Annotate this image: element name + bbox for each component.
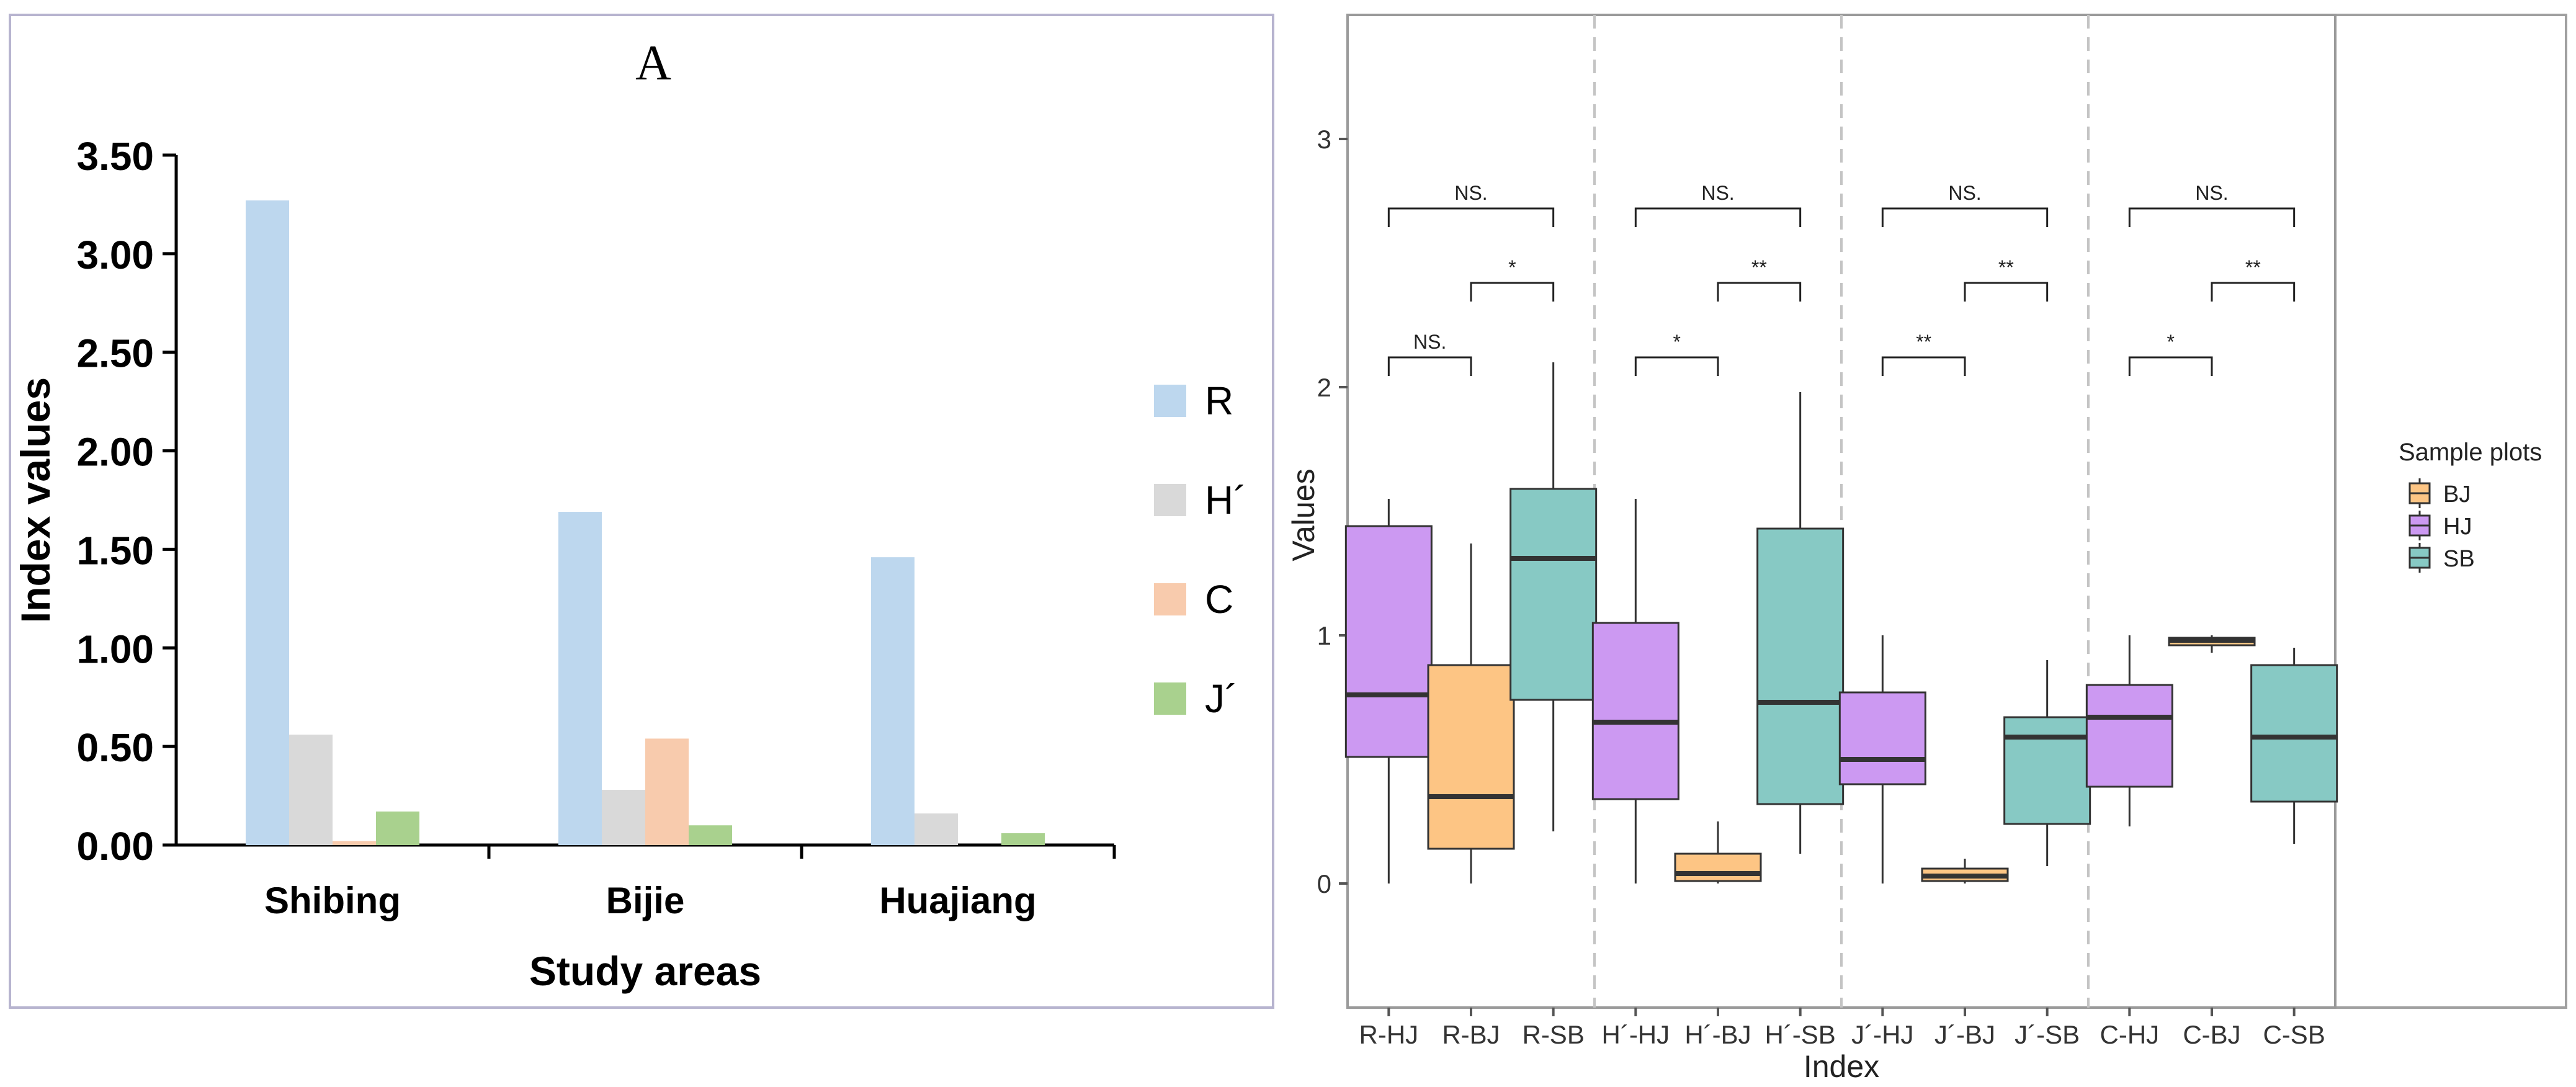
x-tick-label: H´-HJ <box>1602 1020 1670 1049</box>
significance-bracket <box>1881 207 2049 227</box>
legend-title: Sample plots <box>2399 439 2542 466</box>
x-category-label: Shibing <box>264 880 401 921</box>
y-tick-label: 2.00 <box>76 430 154 475</box>
box-H´-BJ <box>1674 852 1762 882</box>
significance-label: ** <box>1916 331 1931 353</box>
bar-J´-Shibing <box>376 811 419 845</box>
significance-label: NS. <box>1413 331 1446 353</box>
x-tick-label: C-SB <box>2263 1020 2325 1049</box>
legend-swatch-J´ <box>1154 682 1186 715</box>
y-tick-label: 3.00 <box>76 233 154 277</box>
y-tick-label: 0.00 <box>76 824 154 869</box>
significance-bracket <box>1964 282 2049 302</box>
bar-J´-Huajiang <box>1001 833 1045 845</box>
y-tick-label: 2 <box>1317 373 1331 402</box>
x-tick-label: C-BJ <box>2183 1020 2240 1049</box>
y-tick-label: 2.50 <box>76 331 154 376</box>
x-tick-label: J´-HJ <box>1851 1020 1913 1049</box>
y-axis-title: Values <box>1286 468 1321 561</box>
bar-H´-Shibing <box>289 735 333 845</box>
legend-swatch-R <box>1154 385 1186 417</box>
x-tick-label: J´-BJ <box>1934 1020 1995 1049</box>
panel-a-frame <box>9 14 1274 1009</box>
significance-bracket <box>2128 356 2213 376</box>
significance-bracket <box>1881 356 1966 376</box>
significance-bracket <box>2128 207 2296 227</box>
significance-bracket <box>2211 282 2296 302</box>
y-tick-label: 0 <box>1317 869 1331 898</box>
x-tick-label: R-HJ <box>1359 1020 1419 1049</box>
significance-label: ** <box>1998 256 2014 279</box>
legend-label: C <box>1205 577 1233 622</box>
significance-bracket <box>1387 356 1472 376</box>
x-tick-label: C-HJ <box>2100 1020 2160 1049</box>
legend-label: H´ <box>1205 478 1247 522</box>
significance-label: NS. <box>1454 182 1487 204</box>
box-R-HJ <box>1344 525 1433 758</box>
panel-a-chart: 0.00 0.50 1.00 1.50 2.00 2.50 3.00 3.50 Shibing B… <box>12 134 1247 994</box>
x-tick-label: J´-SB <box>2015 1020 2080 1049</box>
box-J´-HJ <box>1838 691 1926 785</box>
y-tick-label: 1.50 <box>76 528 154 573</box>
bar-R-Bijie <box>558 512 602 845</box>
legend-label: HJ <box>2443 514 2472 540</box>
y-tick-label: 1.00 <box>76 627 154 671</box>
box-C-HJ <box>2085 684 2173 788</box>
x-axis-title: Study areas <box>529 948 761 994</box>
box-H´-HJ <box>1591 622 1679 800</box>
y-axis-title: Index values <box>12 377 58 623</box>
significance-bracket <box>1470 282 1555 302</box>
significance-bracket <box>1634 356 1719 376</box>
significance-label: * <box>1508 256 1516 279</box>
x-axis-title: Index <box>1804 1049 1879 1084</box>
bar-C-Shibing <box>333 841 376 845</box>
legend-label: J´ <box>1205 676 1238 721</box>
y-tick-label: 3 <box>1317 125 1331 154</box>
x-tick-label: R-SB <box>1522 1020 1584 1049</box>
legend-label: SB <box>2443 546 2475 572</box>
box-J´-SB <box>2003 716 2091 825</box>
bar-C-Bijie <box>645 738 689 845</box>
significance-bracket <box>1634 207 1802 227</box>
x-category-label: Bijie <box>606 880 685 921</box>
x-tick-label: R-BJ <box>1442 1020 1500 1049</box>
significance-label: ** <box>2245 256 2261 279</box>
legend-label: R <box>1205 378 1233 423</box>
x-tick-label: H´-SB <box>1764 1020 1835 1049</box>
x-category-label: Huajiang <box>879 880 1036 921</box>
bar-H´-Bijie <box>602 790 645 845</box>
significance-label: NS. <box>1701 182 1734 204</box>
significance-bracket <box>1387 207 1555 227</box>
bar-R-Shibing <box>246 200 289 846</box>
significance-bracket <box>1717 282 1802 302</box>
box-R-SB <box>1509 488 1598 701</box>
legend-swatch-H´ <box>1154 484 1186 516</box>
significance-label: * <box>1673 331 1680 353</box>
x-tick-label: H´-BJ <box>1684 1020 1751 1049</box>
bar-R-Huajiang <box>871 557 915 845</box>
legend-swatch-C <box>1154 583 1186 615</box>
bar-J´-Bijie <box>689 825 732 845</box>
significance-label: NS. <box>1948 182 1981 204</box>
significance-label: NS. <box>2195 182 2228 204</box>
box-C-SB <box>2250 664 2338 803</box>
panel-a-label: A <box>635 36 671 91</box>
y-tick-label: 0.50 <box>76 725 154 770</box>
box-H´-SB <box>1756 527 1845 805</box>
bar-H´-Huajiang <box>915 813 958 845</box>
y-tick-label: 3.50 <box>76 134 154 179</box>
significance-label: ** <box>1751 256 1767 279</box>
y-tick-label: 1 <box>1317 621 1331 650</box>
panel-b-chart: 0 1 2 3 R-HJ R-BJ R-SB H´-HJ H´-BJ H´-SB J´-HJ J´-B… <box>1286 14 2542 1084</box>
legend-label: BJ <box>2443 481 2471 508</box>
box-R-BJ <box>1427 664 1515 850</box>
significance-label: * <box>2167 331 2174 353</box>
